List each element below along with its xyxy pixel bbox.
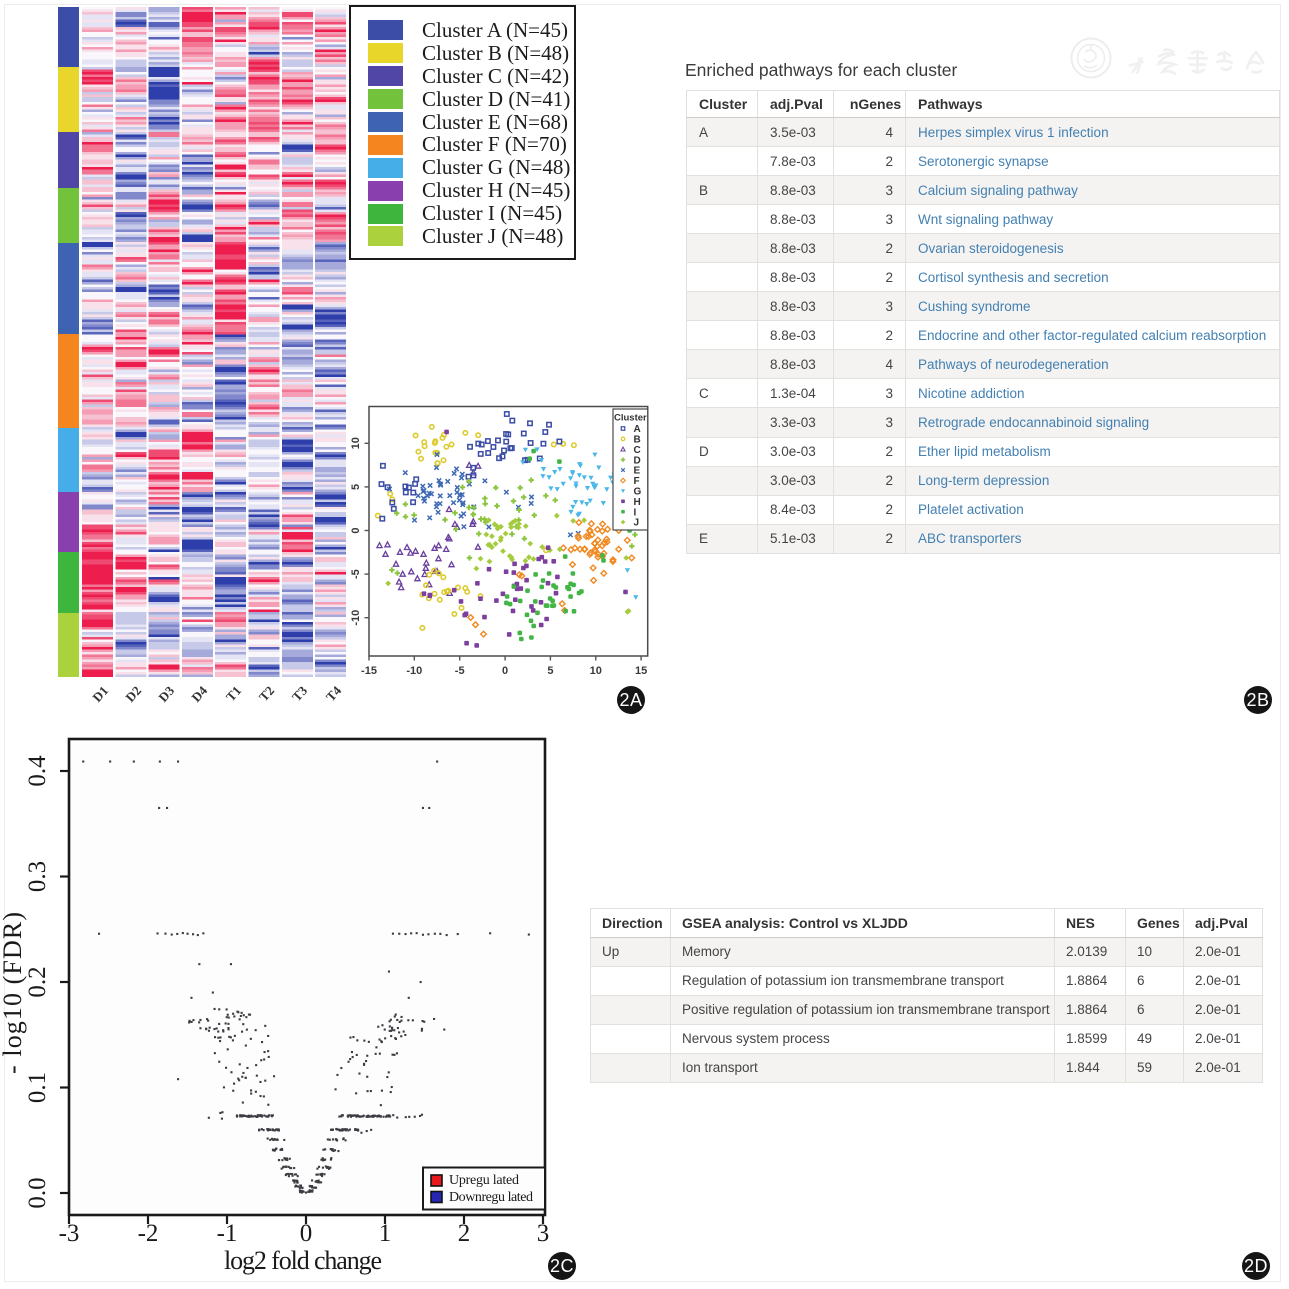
- svg-text:-1: -1: [217, 1220, 238, 1247]
- svg-text:B: B: [634, 435, 641, 446]
- svg-text:-2: -2: [138, 1220, 159, 1247]
- svg-text:2: 2: [458, 1220, 471, 1247]
- svg-text:0.1: 0.1: [24, 1072, 51, 1103]
- svg-text:0: 0: [300, 1220, 313, 1247]
- svg-text:0.2: 0.2: [24, 966, 51, 997]
- svg-text:3: 3: [537, 1220, 550, 1247]
- svg-text:-15: -15: [361, 665, 377, 677]
- svg-text:0.3: 0.3: [24, 861, 51, 892]
- svg-text:-5: -5: [350, 569, 362, 579]
- svg-text:-5: -5: [455, 665, 465, 677]
- svg-text:E: E: [634, 466, 641, 477]
- svg-text:0: 0: [350, 527, 362, 533]
- svg-text:D: D: [634, 455, 641, 466]
- svg-text:5: 5: [547, 665, 553, 677]
- svg-text:J: J: [634, 518, 640, 529]
- svg-text:0: 0: [502, 665, 508, 677]
- svg-text:0.0: 0.0: [24, 1177, 51, 1208]
- svg-text:1: 1: [379, 1220, 392, 1247]
- svg-text:A: A: [634, 424, 641, 435]
- svg-text:Downregu lated: Downregu lated: [449, 1190, 533, 1205]
- svg-text:- log10 (FDR): - log10 (FDR): [0, 912, 27, 1074]
- svg-text:Cluster: Cluster: [614, 413, 647, 424]
- svg-text:-10: -10: [350, 610, 362, 626]
- svg-text:10: 10: [350, 437, 362, 449]
- svg-text:15: 15: [635, 665, 647, 677]
- svg-text:-10: -10: [406, 665, 422, 677]
- svg-text:-3: -3: [59, 1220, 80, 1247]
- svg-text:log2 fold change: log2 fold change: [224, 1246, 382, 1275]
- svg-text:H: H: [634, 497, 641, 508]
- svg-text:F: F: [634, 476, 640, 487]
- svg-text:I: I: [634, 507, 637, 518]
- svg-text:0.4: 0.4: [24, 755, 51, 787]
- svg-text:5: 5: [350, 484, 362, 490]
- svg-text:10: 10: [590, 665, 602, 677]
- svg-text:Upregu lated: Upregu lated: [449, 1173, 519, 1188]
- svg-text:C: C: [634, 445, 641, 456]
- svg-text:G: G: [634, 487, 642, 498]
